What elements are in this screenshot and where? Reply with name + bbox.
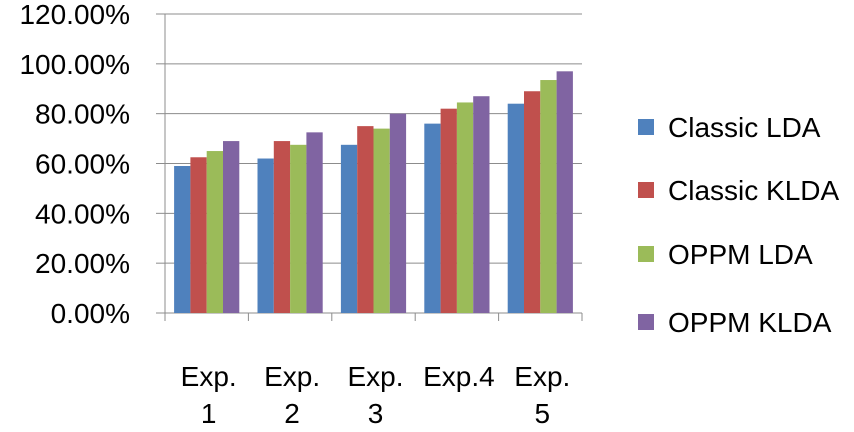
legend-swatch xyxy=(638,182,654,198)
bar xyxy=(223,141,240,313)
x-tick-label: Exp. xyxy=(264,361,320,392)
legend-swatch xyxy=(638,246,654,262)
y-tick-label: 120.00% xyxy=(19,0,130,30)
legend-swatch xyxy=(638,119,654,135)
bar xyxy=(273,141,291,313)
bar xyxy=(556,71,573,313)
x-tick-label: Exp. xyxy=(347,361,403,392)
bar xyxy=(340,144,358,313)
x-tick-label: 2 xyxy=(284,398,300,427)
bar xyxy=(507,103,524,313)
bar xyxy=(257,158,274,313)
bar xyxy=(206,151,223,313)
bar xyxy=(389,113,407,314)
bar xyxy=(373,128,390,313)
x-tick-label: 3 xyxy=(368,398,384,427)
x-tick-label: Exp. xyxy=(181,361,237,392)
y-tick-label: 40.00% xyxy=(35,198,130,229)
bar xyxy=(290,144,307,313)
x-tick-label: Exp.4 xyxy=(423,361,495,392)
bar xyxy=(306,132,323,313)
x-tick-label: 5 xyxy=(535,398,551,427)
y-tick-label: 60.00% xyxy=(35,149,130,180)
y-tick-label: 20.00% xyxy=(35,248,130,279)
bar xyxy=(424,123,441,313)
bar xyxy=(473,96,490,313)
y-tick-label: 0.00% xyxy=(51,298,130,329)
bar xyxy=(440,108,457,313)
bar xyxy=(524,91,541,313)
legend-label: OPPM KLDA xyxy=(668,307,832,338)
x-tick-label: Exp. xyxy=(514,361,570,392)
bar xyxy=(456,102,474,314)
bar xyxy=(357,126,374,313)
y-tick-label: 80.00% xyxy=(35,99,130,130)
legend-label: OPPM LDA xyxy=(668,239,813,270)
legend-label: Classic LDA xyxy=(668,112,821,143)
bar xyxy=(174,165,191,313)
x-tick-label: 1 xyxy=(201,398,217,427)
bar xyxy=(540,80,557,313)
legend-label: Classic KLDA xyxy=(668,175,839,206)
y-tick-label: 100.00% xyxy=(19,49,130,80)
legend-swatch xyxy=(638,314,654,330)
bar xyxy=(190,157,207,313)
